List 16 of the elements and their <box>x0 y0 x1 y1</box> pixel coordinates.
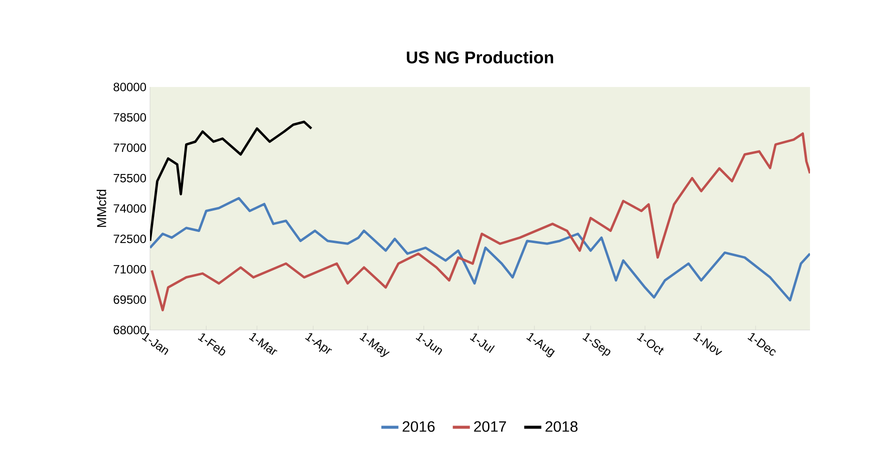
y-tick-label: 69500 <box>114 295 146 304</box>
x-tick-label: 1-Jul <box>470 334 495 354</box>
legend-label: 2016 <box>402 421 435 432</box>
y-tick-label: 71000 <box>114 265 146 274</box>
chart-title: US NG Production <box>406 50 554 64</box>
y-tick-label: 74000 <box>114 204 146 213</box>
y-tick-label: 77000 <box>114 144 146 152</box>
legend-label: 2018 <box>546 421 578 432</box>
line-series <box>150 120 313 242</box>
y-tick-label: 80000 <box>114 82 146 92</box>
y-tick-label: 68000 <box>114 326 146 334</box>
legend-label: 2017 <box>474 421 506 432</box>
y-axis-title: MMcfd <box>96 190 106 227</box>
y-tick-label: 75500 <box>114 174 146 182</box>
y-tick-label: 72500 <box>114 234 146 244</box>
y-tick-label: 78500 <box>114 113 146 122</box>
